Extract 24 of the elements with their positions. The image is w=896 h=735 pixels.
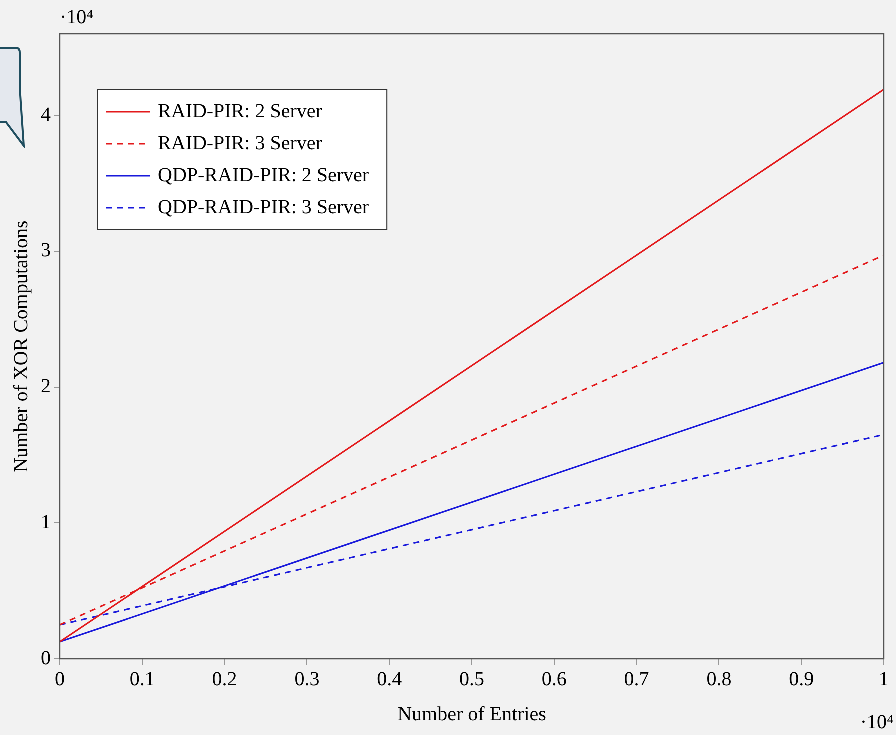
x-tick-label: 0.7 xyxy=(624,668,650,690)
x-tick-label: 0.4 xyxy=(377,668,402,690)
x-tick-label: 0.2 xyxy=(212,668,238,690)
x-tick-label: 0.9 xyxy=(789,668,814,690)
legend-label: RAID-PIR: 3 Server xyxy=(158,132,323,154)
legend-label: RAID-PIR: 2 Server xyxy=(158,100,323,122)
x-tick-label: 0 xyxy=(55,668,65,690)
text: ·10⁴ xyxy=(860,711,894,734)
y-tick-label: 3 xyxy=(41,240,51,262)
y-tick-label: 4 xyxy=(41,104,51,126)
y-tick-label: 2 xyxy=(41,376,51,398)
x-tick-label: 1 xyxy=(879,668,889,690)
y-tick-label: 0 xyxy=(41,647,51,670)
x-axis-title: Number of Entries xyxy=(398,703,547,726)
x-tick-label: 0.8 xyxy=(706,668,732,690)
x-tick-label: 0.6 xyxy=(542,668,567,690)
x-tick-label: 0.5 xyxy=(460,668,484,690)
legend-label: QDP-RAID-PIR: 3 Server xyxy=(158,196,370,218)
x-tick-label: 0.3 xyxy=(294,668,320,690)
y-tick-label: 1 xyxy=(41,511,51,534)
y-axis-title: Number of XOR Computations xyxy=(10,220,32,472)
x-tick-label: 0.1 xyxy=(130,668,155,690)
legend-label: QDP-RAID-PIR: 2 Server xyxy=(158,164,370,186)
text: ·10⁴ xyxy=(60,6,94,28)
